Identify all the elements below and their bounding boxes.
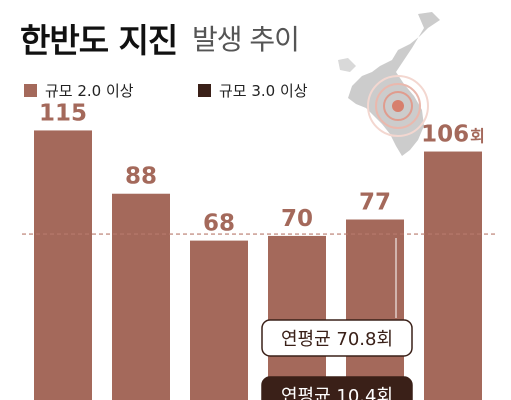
legend-item-magnitude-3: 규모 3.0 이상 <box>198 81 308 100</box>
average-callout-magnitude-3-label: 연평균 10.4회 <box>281 386 393 400</box>
average-callout-magnitude-2-label: 연평균 70.8회 <box>281 329 393 350</box>
bar-value-label: 77 <box>359 190 391 216</box>
bar <box>34 130 92 400</box>
legend-item-magnitude-2: 규모 2.0 이상 <box>24 81 134 100</box>
bar <box>346 219 404 400</box>
legend-label-magnitude-2: 규모 2.0 이상 <box>45 81 134 100</box>
legend-label-magnitude-3: 규모 3.0 이상 <box>219 81 308 100</box>
bar <box>424 151 482 400</box>
bar-value-label: 88 <box>125 164 157 190</box>
chart-subtitle: 발생 추이 <box>192 23 300 56</box>
bar-value-label: 106회 <box>421 122 485 148</box>
bar <box>268 235 326 400</box>
chart-title: 한반도 지진 <box>20 21 178 60</box>
bar-value-label: 70 <box>281 206 313 232</box>
bar-value-label: 68 <box>203 211 235 237</box>
average-callout-magnitude-2-box <box>261 319 413 357</box>
bar-value-label: 115 <box>39 100 87 126</box>
bar <box>112 193 170 400</box>
bar <box>190 240 248 400</box>
average-callout-magnitude-3-box <box>261 376 413 400</box>
epicenter-ripple-icon <box>367 75 429 137</box>
legend-swatch-magnitude-2 <box>24 83 37 97</box>
legend-swatch-magnitude-3 <box>198 83 211 97</box>
